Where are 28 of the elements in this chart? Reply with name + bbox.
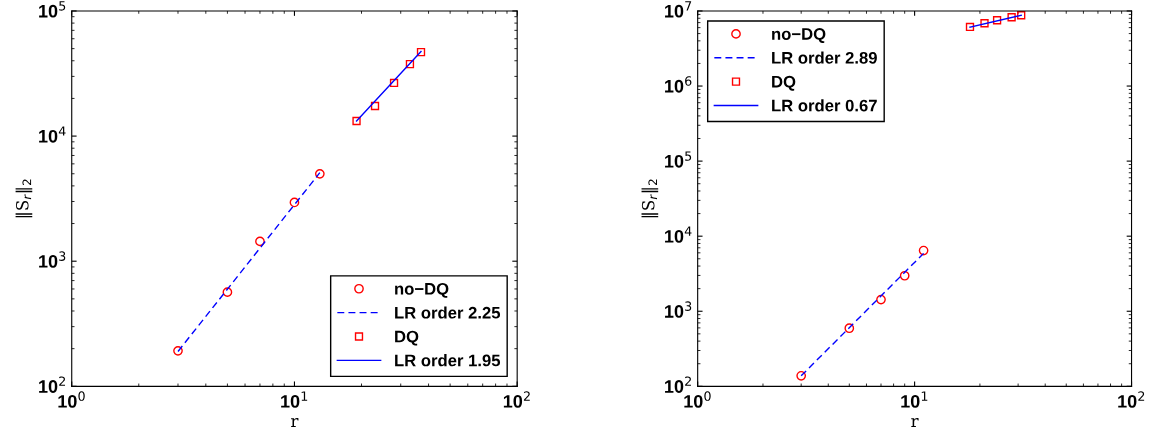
- x-axis-title: r: [911, 418, 919, 427]
- x-tick-label: 10$^{1}$: [901, 391, 928, 408]
- x-tick-label: 10$^{0}$: [684, 391, 711, 408]
- x-tick-label: 10$^{2}$: [1118, 391, 1145, 408]
- y-tick-label: 10$^{7}$: [665, 1, 692, 18]
- y-axis-title: ‖S$_{r}$‖$_{2}$: [15, 179, 33, 218]
- y-tick-label: 10$^{5}$: [39, 1, 66, 18]
- x-tick-label: 10$^{1}$: [281, 391, 308, 408]
- legend-label: no−DQ: [395, 282, 449, 298]
- y-tick-label: 10$^{4}$: [39, 126, 66, 143]
- y-tick-label: 10$^{3}$: [665, 301, 692, 318]
- y-tick-label: 10$^{5}$: [665, 151, 692, 168]
- y-tick-label: 10$^{3}$: [39, 251, 66, 268]
- y-tick-label: 10$^{6}$: [665, 76, 692, 93]
- y-tick-label: 10$^{2}$: [39, 376, 66, 393]
- legend-label: DQ: [395, 330, 419, 346]
- x-axis-title: r: [291, 418, 299, 427]
- y-axis-title: ‖S$_{r}$‖$_{2}$: [641, 179, 659, 218]
- legend-label: LR order 1.95: [395, 354, 501, 367]
- legend-label: LR order 2.89: [772, 51, 877, 64]
- y-tick-label: 10$^{4}$: [665, 226, 692, 243]
- legend-label: no−DQ: [772, 28, 826, 43]
- legend-label: LR order 2.25: [395, 306, 501, 319]
- legend-label: LR order 0.67: [772, 99, 877, 112]
- x-tick-label: 10$^{2}$: [503, 391, 530, 408]
- legend-label: DQ: [772, 75, 796, 91]
- x-tick-label: 10$^{0}$: [58, 391, 85, 408]
- y-tick-label: 10$^{2}$: [665, 376, 691, 393]
